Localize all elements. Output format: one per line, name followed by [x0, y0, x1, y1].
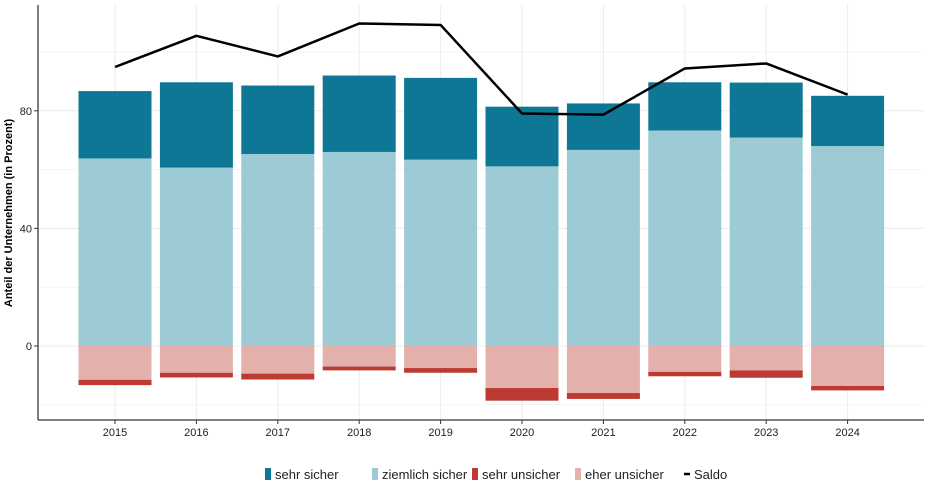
bar-ziemlich-sicher-2019: [404, 159, 478, 346]
bar-ziemlich-sicher-2015: [78, 158, 152, 346]
bar-eher-unsicher-2021: [566, 346, 640, 394]
bar-eher-unsicher-2023: [729, 346, 803, 371]
bar-sehr-sicher-2021: [566, 103, 640, 150]
bar-sehr-unsicher-2024: [811, 385, 885, 391]
x-tick-label-2022: 2022: [673, 427, 697, 439]
y-tick-label: 80: [20, 106, 32, 118]
bar-ziemlich-sicher-2024: [811, 146, 885, 346]
bar-eher-unsicher-2024: [811, 346, 885, 386]
x-tick-label-2024: 2024: [835, 427, 859, 439]
bar-eher-unsicher-2020: [485, 346, 559, 389]
bar-eher-unsicher-2019: [404, 346, 478, 369]
bar-ziemlich-sicher-2021: [566, 149, 640, 346]
legend-sehr-sicher-key: [265, 468, 271, 480]
bar-ziemlich-sicher-2020: [485, 166, 559, 346]
legend-eher-unsicher-label: eher unsicher: [585, 467, 664, 482]
legend-sehr-unsicher: sehr unsicher: [472, 467, 561, 482]
bar-eher-unsicher-2018: [322, 346, 396, 367]
x-tick-label-2021: 2021: [591, 427, 615, 439]
y-tick-label: 40: [20, 223, 32, 235]
bar-sehr-unsicher-2020: [485, 388, 559, 401]
legend-eher-unsicher-key: [575, 468, 581, 480]
bar-sehr-sicher-2024: [811, 95, 885, 147]
legend-ziemlich-sicher: ziemlich sicher: [372, 467, 468, 482]
bar-ziemlich-sicher-2022: [648, 130, 722, 346]
bar-sehr-unsicher-2017: [241, 373, 315, 380]
x-tick-label-2015: 2015: [103, 427, 127, 439]
y-axis-title: Anteil der Unternehmen (in Prozent): [3, 119, 15, 308]
bar-sehr-unsicher-2019: [404, 368, 478, 373]
x-tick-label-2017: 2017: [266, 427, 290, 439]
bar-eher-unsicher-2015: [78, 346, 152, 380]
saldo-line-layer: [114, 22, 849, 116]
legend-sehr-unsicher-label: sehr unsicher: [482, 467, 561, 482]
legend-ziemlich-sicher-key: [372, 468, 378, 480]
bar-sehr-sicher-2022: [648, 82, 722, 131]
bar-eher-unsicher-2022: [648, 346, 722, 372]
x-tick-label-2020: 2020: [510, 427, 534, 439]
saldo-line: [114, 22, 849, 116]
bar-ziemlich-sicher-2018: [322, 151, 396, 346]
bar-sehr-unsicher-2022: [648, 371, 722, 377]
x-tick-label-2018: 2018: [347, 427, 371, 439]
bar-sehr-unsicher-2023: [729, 370, 803, 378]
bar-sehr-sicher-2019: [404, 77, 478, 160]
axes-layer: 0 40 80 2015 2016 2017 2018 2019 2020 2021 2022 202…: [20, 5, 924, 439]
y-tick-label: 0: [26, 341, 32, 353]
bar-ziemlich-sicher-2017: [241, 154, 315, 346]
bar-sehr-sicher-2023: [729, 82, 803, 138]
bar-sehr-sicher-2017: [241, 85, 315, 155]
bar-sehr-sicher-2015: [78, 91, 152, 159]
bar-eher-unsicher-2016: [159, 346, 233, 373]
legend: sehr sicher ziemlich sicher sehr unsicher e…: [265, 467, 727, 482]
bar-sehr-sicher-2020: [485, 106, 559, 167]
bar-sehr-unsicher-2016: [159, 372, 233, 378]
bar-ziemlich-sicher-2016: [159, 167, 233, 346]
x-tick-label-2016: 2016: [184, 427, 208, 439]
bar-eher-unsicher-2017: [241, 346, 315, 374]
x-tick-label-2023: 2023: [754, 427, 778, 439]
bar-sehr-unsicher-2021: [566, 393, 640, 399]
bars-layer: [78, 75, 885, 401]
legend-sehr-sicher: sehr sicher: [265, 467, 339, 482]
legend-saldo: Saldo: [684, 467, 727, 482]
bar-sehr-sicher-2016: [159, 82, 233, 168]
x-tick-label-2019: 2019: [428, 427, 452, 439]
legend-eher-unsicher: eher unsicher: [575, 467, 664, 482]
bar-sehr-unsicher-2015: [78, 379, 152, 386]
bar-ziemlich-sicher-2023: [729, 137, 803, 346]
legend-saldo-label: Saldo: [694, 467, 727, 482]
legend-ziemlich-sicher-label: ziemlich sicher: [382, 467, 468, 482]
legend-sehr-sicher-label: sehr sicher: [275, 467, 339, 482]
bar-sehr-unsicher-2018: [322, 366, 396, 371]
legend-sehr-unsicher-key: [472, 468, 478, 480]
bar-sehr-sicher-2018: [322, 75, 396, 152]
